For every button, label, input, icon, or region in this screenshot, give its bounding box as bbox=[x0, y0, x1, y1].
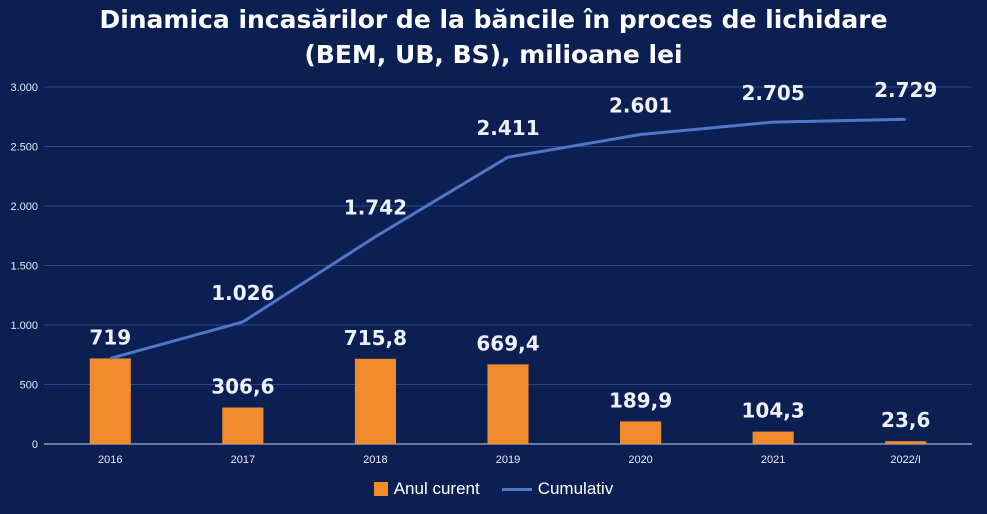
chart-title: Dinamica incasărilor de la băncile în pr… bbox=[0, 2, 987, 72]
bar-data-label: 669,4 bbox=[476, 331, 539, 355]
y-tick-label: 2.000 bbox=[10, 201, 38, 213]
bar-data-label: 104,3 bbox=[742, 399, 805, 423]
legend-label-bars: Anul curent bbox=[393, 479, 480, 498]
bar-data-label: 23,6 bbox=[881, 408, 930, 432]
bar bbox=[89, 358, 131, 444]
chart-title-line1: Dinamica incasărilor de la băncile în pr… bbox=[99, 5, 888, 34]
chart-legend: Anul curent Cumulativ bbox=[0, 479, 987, 499]
line-data-label: 2.705 bbox=[742, 81, 805, 105]
bar-data-label: 306,6 bbox=[211, 375, 274, 399]
x-tick-label: 2020 bbox=[628, 454, 652, 466]
line-data-label: 2.729 bbox=[874, 78, 937, 102]
legend-swatch-line bbox=[501, 487, 532, 491]
y-tick-label: 1.000 bbox=[10, 320, 38, 332]
legend-item-bars: Anul curent bbox=[373, 479, 480, 499]
bar bbox=[222, 407, 264, 444]
x-tick-label: 2017 bbox=[231, 454, 255, 466]
bar bbox=[752, 431, 794, 444]
y-tick-label: 3.000 bbox=[10, 82, 38, 94]
bar-data-label: 715,8 bbox=[344, 326, 407, 350]
y-tick-label: 2.500 bbox=[10, 142, 38, 154]
legend-item-line: Cumulativ bbox=[501, 479, 614, 499]
bar-data-label: 189,9 bbox=[609, 388, 672, 412]
bar bbox=[354, 358, 396, 444]
bar-data-label: 719 bbox=[89, 325, 131, 349]
cumulative-line bbox=[109, 117, 906, 360]
chart-title-line2: (BEM, UB, BS), milioane lei bbox=[304, 40, 683, 69]
line-data-label: 1.026 bbox=[211, 281, 274, 305]
legend-label-line: Cumulativ bbox=[537, 479, 614, 498]
bar bbox=[885, 441, 927, 444]
y-tick-label: 1.500 bbox=[10, 261, 38, 273]
y-tick-label: 500 bbox=[20, 380, 38, 392]
bar bbox=[487, 364, 529, 444]
x-tick-label: 2021 bbox=[761, 454, 785, 466]
line-data-label: 2.601 bbox=[609, 93, 672, 117]
x-tick-label: 2022/I bbox=[890, 454, 921, 466]
x-tick-label: 2016 bbox=[98, 454, 122, 466]
legend-swatch-bars bbox=[373, 482, 388, 496]
line-data-label: 1.742 bbox=[344, 196, 407, 220]
bar bbox=[620, 421, 662, 444]
x-tick-label: 2019 bbox=[496, 454, 520, 466]
x-tick-label: 2018 bbox=[363, 454, 387, 466]
line-data-label: 2.411 bbox=[476, 116, 539, 140]
y-tick-label: 0 bbox=[32, 439, 38, 451]
